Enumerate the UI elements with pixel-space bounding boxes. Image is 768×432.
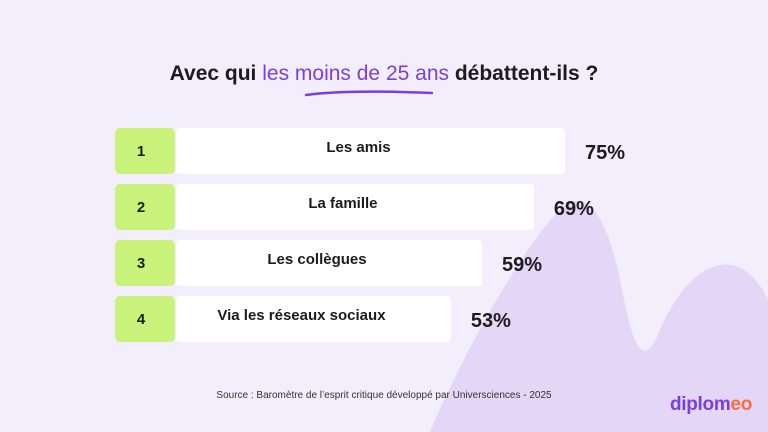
rank-label: 4 [137, 311, 146, 328]
rank-box [115, 184, 175, 230]
rank-label: 1 [137, 143, 145, 160]
value-label: 75% [585, 142, 625, 164]
value-label: 53% [471, 310, 511, 332]
bar [176, 296, 451, 342]
bar [176, 128, 565, 174]
category-label: Les collègues [267, 251, 366, 268]
rank-box [115, 296, 175, 342]
logo-main: diplom [669, 394, 731, 415]
rank-label: 3 [137, 255, 145, 272]
chart-title: Avec qui les moins de 25 ans débattent-i… [0, 62, 768, 86]
category-label: La famille [308, 195, 377, 212]
source-note: Source : Baromètre de l’esprit critique … [216, 390, 552, 401]
rank-box [115, 240, 175, 286]
bar [176, 240, 483, 286]
diplomeo-logo: diplomeo [670, 394, 752, 416]
value-label: 69% [554, 198, 594, 220]
category-label: Via les réseaux sociaux [217, 307, 386, 324]
rank-box [115, 128, 175, 174]
category-label: Les amis [326, 139, 390, 156]
value-label: 59% [502, 254, 542, 276]
bar [176, 184, 534, 230]
title-before: Avec qui [169, 62, 257, 85]
logo-accent: eo [730, 394, 752, 415]
title-underline [304, 90, 434, 97]
rank-label: 2 [137, 199, 145, 216]
title-highlight: les moins de 25 ans [262, 62, 449, 85]
title-after: débattent-ils ? [454, 62, 599, 85]
